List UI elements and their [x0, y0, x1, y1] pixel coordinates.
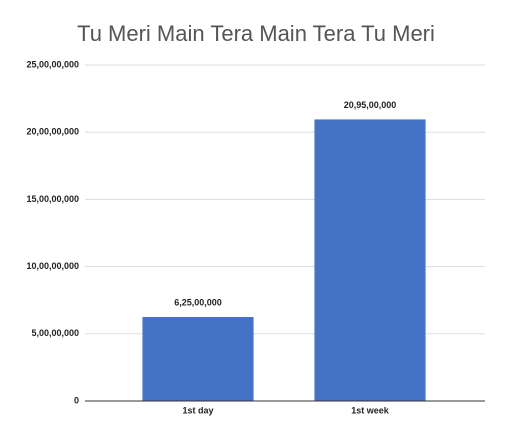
x-tick-label: 1st day [182, 405, 213, 415]
y-tick-label: 15,00,00,000 [26, 194, 79, 204]
y-tick-label: 0 [74, 395, 79, 405]
bar [314, 119, 426, 401]
data-label: 6,25,00,000 [174, 297, 222, 307]
y-tick-label: 5,00,00,000 [31, 328, 79, 338]
y-tick-label: 25,00,00,000 [26, 59, 79, 69]
chart-title: Tu Meri Main Tera Main Tera Tu Meri [77, 21, 435, 46]
y-tick-label: 20,00,00,000 [26, 127, 79, 137]
data-label: 20,95,00,000 [344, 100, 397, 110]
y-tick-label: 10,00,00,000 [26, 261, 79, 271]
bar [142, 317, 254, 401]
x-tick-label: 1st week [351, 405, 390, 415]
